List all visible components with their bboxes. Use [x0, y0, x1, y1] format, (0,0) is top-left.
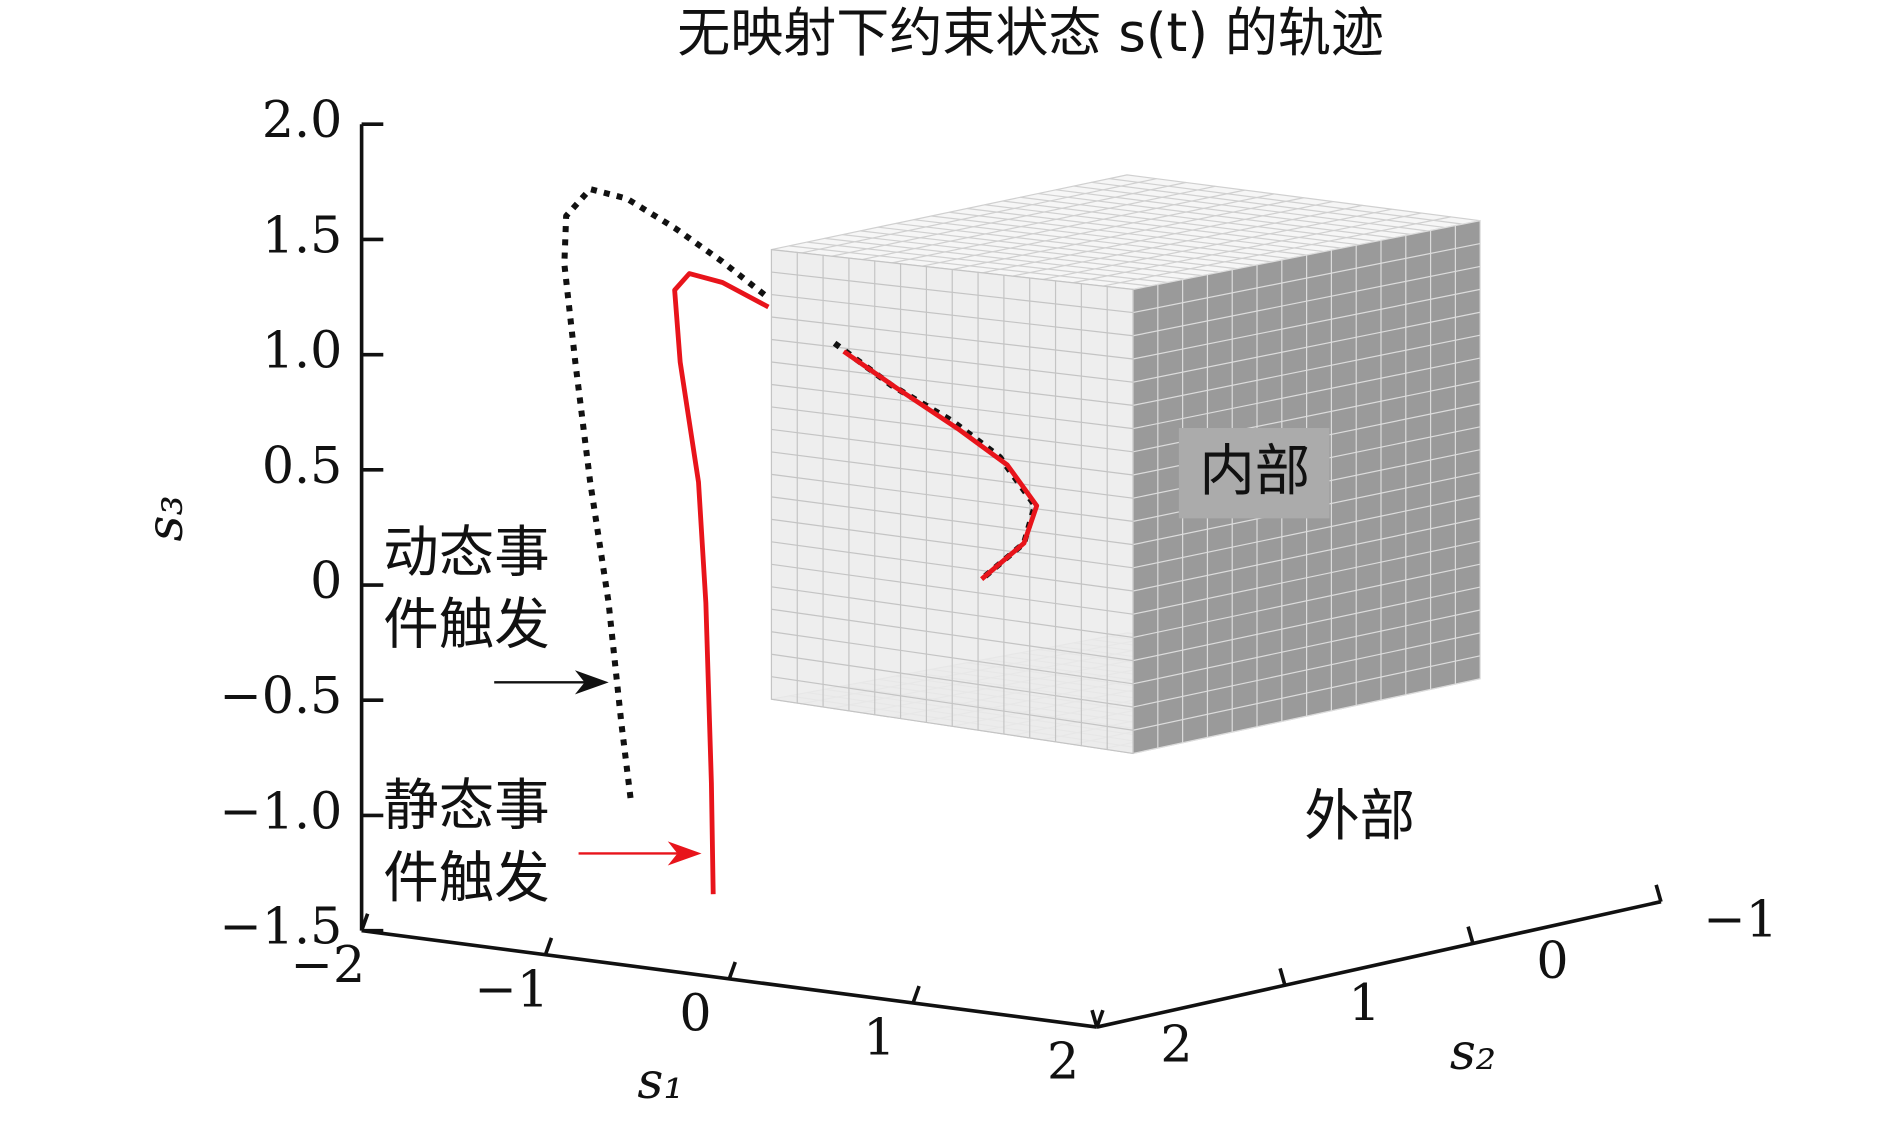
- y-tick-label: 0: [1536, 931, 1568, 990]
- annotation: 内部: [1199, 440, 1310, 504]
- legend-entry: 动态事件触发: [383, 519, 550, 658]
- cube-grid: [1132, 357, 1481, 430]
- cube-grid: [1012, 204, 1363, 277]
- y-tick: [1090, 1009, 1099, 1028]
- cube-grid: [771, 338, 1134, 383]
- cube-grid: [1132, 242, 1481, 314]
- x-tick-label: 1: [863, 1008, 895, 1067]
- x-tick-label: 0: [679, 983, 711, 1042]
- cube-grid: [1132, 517, 1481, 592]
- chart-title: 无映射下约束状态 s(t) 的轨迹: [677, 2, 1384, 64]
- y-axis-label: s₂: [1450, 1022, 1496, 1081]
- z-tick-label: 0.5: [262, 436, 343, 495]
- cube-grid: [1102, 216, 1451, 287]
- cube-grid: [982, 200, 1334, 274]
- cube-grid: [771, 541, 1134, 592]
- cube-grid: [771, 586, 1134, 639]
- x-tick: [911, 985, 921, 1004]
- legend-arrowhead: [574, 670, 609, 695]
- cube-grid: [771, 496, 1134, 546]
- cube-grid: [921, 193, 1275, 267]
- x-tick-label: −2: [291, 935, 366, 994]
- cube-grid: [771, 383, 1134, 430]
- axis-line: [1096, 899, 1662, 1029]
- z-tick-label: −0.5: [219, 666, 342, 725]
- cube-grid: [1132, 540, 1481, 615]
- trajectory: [672, 271, 1040, 895]
- cube-grid: [771, 451, 1134, 499]
- z-tick-label: 1.0: [262, 321, 343, 380]
- cube-grid: [771, 473, 1134, 522]
- x-tick-label: −1: [474, 959, 549, 1018]
- cube-grid: [1132, 586, 1481, 662]
- z-tick-label: −1.5: [219, 897, 342, 956]
- cube-grid: [1132, 494, 1481, 569]
- cube-grid: [952, 197, 1304, 271]
- y-tick-label: 1: [1348, 973, 1380, 1032]
- y-tick-label: −1: [1703, 889, 1778, 948]
- cube-grid: [771, 271, 1134, 314]
- z-tick-label: 2.0: [262, 90, 343, 149]
- y-tick: [1278, 967, 1287, 986]
- cube-grid: [1132, 288, 1481, 360]
- z-axis-label: s₃: [135, 495, 194, 541]
- cube-grid: [1042, 208, 1393, 281]
- z-tick-label: −1.0: [219, 781, 342, 840]
- legend-label: 动态事件触发: [383, 519, 550, 658]
- y-tick-label: 2: [1160, 1015, 1192, 1074]
- cube-grid: [801, 178, 1157, 254]
- x-tick: [359, 913, 370, 932]
- cube-grid: [771, 608, 1134, 662]
- cube-grid: [1132, 265, 1481, 337]
- cube-grid: [1132, 311, 1481, 383]
- cube-grid: [771, 428, 1134, 476]
- constraint-cube: [770, 174, 1481, 755]
- z-tick-label: 1.5: [262, 205, 343, 264]
- cube-grid: [1132, 334, 1481, 406]
- annotation-box: [1178, 427, 1330, 519]
- legend-label: 静态事件触发: [383, 772, 550, 911]
- cube-grid: [771, 653, 1134, 708]
- cube-grid: [771, 406, 1134, 453]
- x-tick-label: 2: [1047, 1032, 1079, 1091]
- cube-grid: [1132, 563, 1481, 639]
- x-tick: [727, 961, 737, 980]
- cube-grid: [1132, 609, 1481, 685]
- cube-grid: [771, 676, 1134, 731]
- cube-grid: [771, 631, 1134, 685]
- x-tick: [543, 937, 554, 956]
- cube-grid: [1132, 632, 1481, 708]
- cube-grid: [771, 563, 1134, 615]
- y-tick: [1654, 884, 1663, 903]
- cube-grid: [861, 185, 1216, 261]
- x-axis-label: s₁: [637, 1051, 683, 1110]
- legend-entry: 静态事件触发: [383, 772, 550, 911]
- legend-arrowhead: [667, 841, 702, 866]
- cube-grid: [831, 181, 1186, 257]
- cube-grid: [891, 189, 1245, 264]
- annotation: 外部: [1304, 785, 1415, 849]
- z-tick-label: 0: [310, 551, 342, 610]
- cube-grid: [1072, 212, 1422, 284]
- cube-grid: [771, 316, 1134, 360]
- cube-grid: [771, 293, 1134, 337]
- cube-grid: [771, 518, 1134, 569]
- cube-grid: [771, 361, 1134, 406]
- cube-grid: [1132, 655, 1481, 731]
- y-tick: [1466, 926, 1475, 944]
